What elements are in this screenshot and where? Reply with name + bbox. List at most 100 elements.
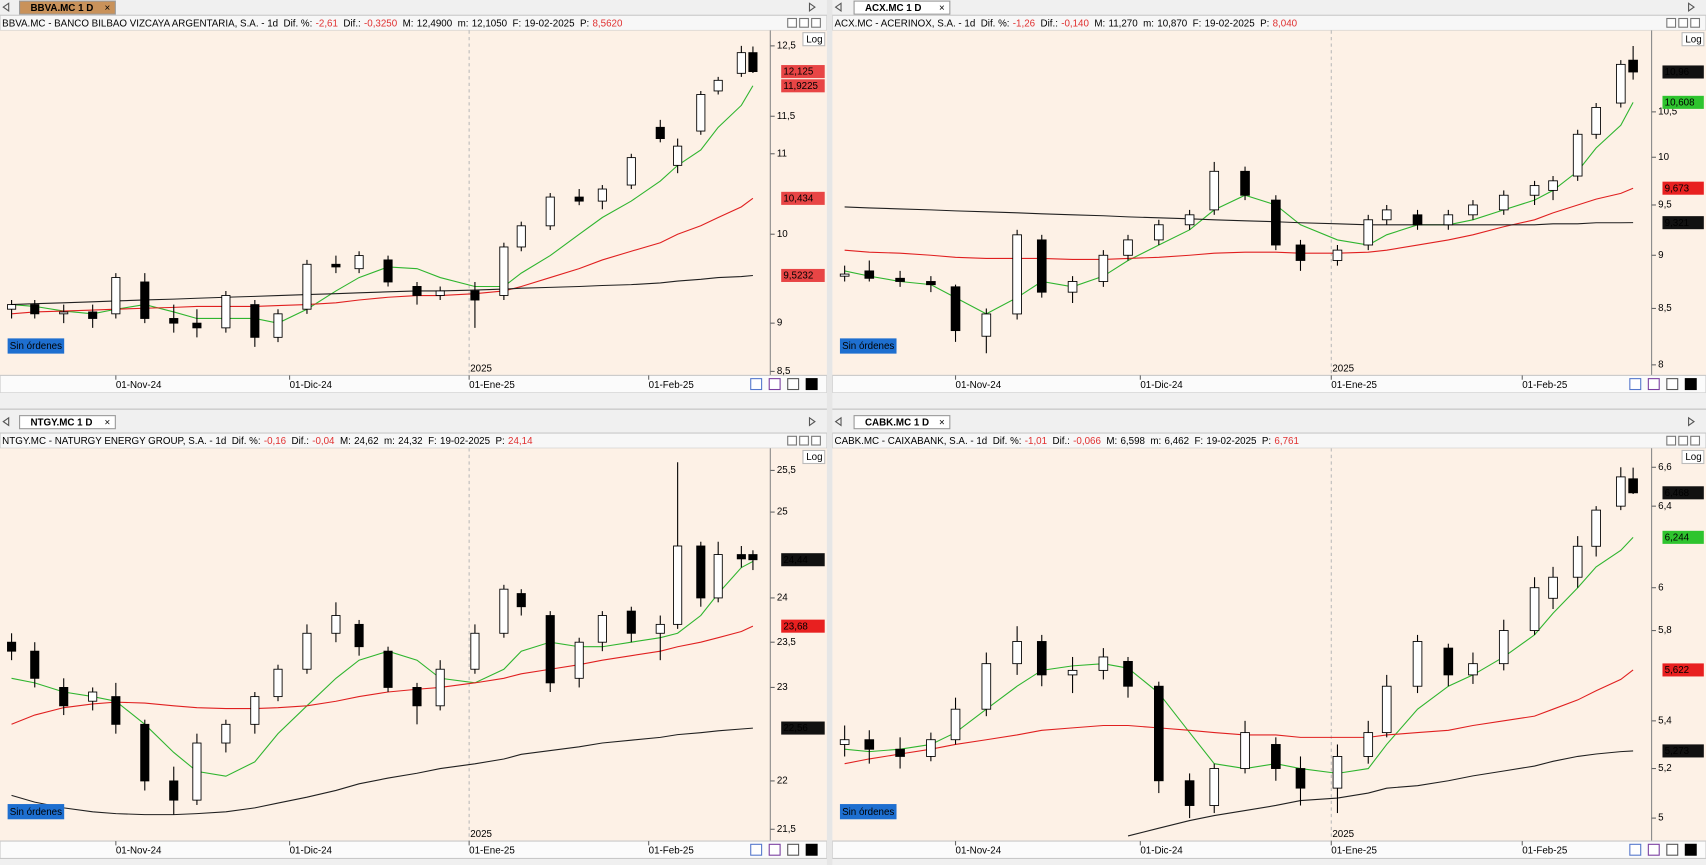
- stat-label: P:: [496, 436, 505, 447]
- x-tick-label: 01-Dic-24: [290, 845, 333, 856]
- toolbar-icon[interactable]: [1684, 843, 1697, 856]
- tab[interactable]: [19, 415, 116, 430]
- log-box[interactable]: [1681, 449, 1705, 465]
- log-label[interactable]: Log: [806, 34, 822, 45]
- candle-body: [250, 696, 260, 725]
- log-box[interactable]: [802, 449, 826, 465]
- candle-body: [1363, 732, 1374, 757]
- tab-scroll-right[interactable]: [808, 416, 816, 427]
- tab[interactable]: [853, 0, 951, 15]
- toolbar-icon[interactable]: [1684, 378, 1697, 391]
- toolbar-icon[interactable]: [1647, 843, 1660, 856]
- toolbar-icon[interactable]: [768, 378, 781, 391]
- toolbar-icon[interactable]: [1629, 378, 1642, 391]
- stat-value: 8,5620: [592, 18, 622, 29]
- toolbar-icon[interactable]: [1647, 378, 1660, 391]
- price-label-box: [1662, 530, 1704, 544]
- tab-scroll-right[interactable]: [1688, 416, 1695, 427]
- y-tick-label: 8,5: [1658, 303, 1672, 314]
- toolbar-icon[interactable]: [805, 843, 818, 856]
- candle-body: [516, 593, 526, 608]
- moving-average: [11, 625, 754, 725]
- tab-label[interactable]: NTGY.MC 1 D: [30, 417, 92, 428]
- ticker-name: BBVA.MC - BANCO BILBAO VIZCAYA ARGENTARI…: [2, 18, 278, 29]
- tab-scroll-right[interactable]: [1688, 2, 1695, 12]
- toolbar-icon[interactable]: [1629, 843, 1642, 856]
- tab[interactable]: [19, 0, 116, 15]
- orders-button[interactable]: [839, 804, 897, 820]
- candle-body: [1529, 185, 1540, 196]
- orders-button[interactable]: [7, 804, 65, 820]
- window-button[interactable]: [1666, 435, 1677, 446]
- candle-body: [1498, 630, 1509, 665]
- tab[interactable]: [853, 415, 951, 430]
- toolbar-icon[interactable]: [1666, 378, 1679, 391]
- toolbar-icon[interactable]: [1666, 843, 1679, 856]
- toolbar-icon[interactable]: [750, 843, 763, 856]
- tab-scroll-left[interactable]: [2, 416, 10, 427]
- toolbar-icon[interactable]: [750, 378, 763, 391]
- window-button[interactable]: [787, 435, 797, 446]
- tab-close[interactable]: ×: [104, 3, 110, 14]
- candle-body: [1123, 239, 1133, 256]
- tab-bar: [832, 0, 1706, 15]
- candle-body: [140, 723, 150, 782]
- window-button[interactable]: [1678, 435, 1689, 446]
- log-label[interactable]: Log: [1685, 34, 1701, 45]
- orders-button[interactable]: [7, 338, 65, 354]
- candle-body: [895, 277, 905, 282]
- candle-body: [1012, 234, 1022, 315]
- tab-close[interactable]: ×: [939, 417, 945, 428]
- plot-layer: 2025: [7, 448, 758, 842]
- window-button[interactable]: [811, 435, 821, 446]
- tab-label[interactable]: CABK.MC 1 D: [865, 417, 929, 428]
- log-label[interactable]: Log: [1685, 452, 1701, 463]
- y-tick-label: 11,5: [777, 111, 796, 122]
- window-button[interactable]: [799, 17, 809, 28]
- orders-button[interactable]: [839, 338, 897, 354]
- tab-close[interactable]: ×: [939, 3, 945, 14]
- stat-label: Dif.:: [1053, 436, 1070, 447]
- price-axis: [1651, 30, 1706, 376]
- tab-close[interactable]: ×: [104, 417, 110, 428]
- window-button[interactable]: [1690, 435, 1701, 446]
- stat-value: -0,04: [312, 436, 335, 447]
- orders-label[interactable]: Sin órdenes: [10, 341, 62, 352]
- window-button[interactable]: [811, 17, 821, 28]
- candle-body: [1271, 744, 1281, 769]
- window-button[interactable]: [787, 17, 797, 28]
- stat-value: -0,3250: [364, 18, 398, 29]
- tab-label[interactable]: BBVA.MC 1 D: [30, 3, 93, 14]
- toolbar-icon[interactable]: [787, 843, 800, 856]
- window-button[interactable]: [1666, 17, 1677, 28]
- tab-label[interactable]: ACX.MC 1 D: [865, 3, 922, 14]
- candle-body: [1184, 780, 1195, 806]
- tab-scroll-right[interactable]: [808, 2, 816, 12]
- price-axis: [1651, 448, 1706, 842]
- toolbar-icon[interactable]: [768, 843, 781, 856]
- log-box[interactable]: [802, 32, 826, 47]
- price-label: 10,608: [1665, 97, 1695, 108]
- toolbar-icon[interactable]: [787, 378, 800, 391]
- tab-scroll-left[interactable]: [834, 2, 842, 12]
- price-label-box: [1662, 95, 1704, 109]
- window-button[interactable]: [799, 435, 809, 446]
- stat-label: Dif. %:: [981, 18, 1010, 29]
- log-label[interactable]: Log: [806, 452, 822, 463]
- x-tick-label: 01-Dic-24: [1140, 845, 1183, 856]
- orders-label[interactable]: Sin órdenes: [842, 807, 894, 818]
- stat-label: M:: [1094, 18, 1105, 29]
- y-tick-label: 9: [777, 318, 782, 329]
- toolbar-icon[interactable]: [805, 378, 818, 391]
- y-tick-label: 10: [777, 229, 788, 240]
- price-label: 9,673: [1665, 183, 1690, 194]
- orders-label[interactable]: Sin órdenes: [842, 341, 894, 352]
- tab-scroll-left[interactable]: [2, 2, 10, 12]
- log-box[interactable]: [1681, 32, 1705, 47]
- window-button[interactable]: [1678, 17, 1689, 28]
- tab-scroll-left[interactable]: [834, 416, 842, 427]
- orders-label[interactable]: Sin órdenes: [10, 807, 62, 818]
- stat-label: m:: [384, 436, 395, 447]
- window-button[interactable]: [1690, 17, 1701, 28]
- stat-label: Dif. %:: [993, 436, 1022, 447]
